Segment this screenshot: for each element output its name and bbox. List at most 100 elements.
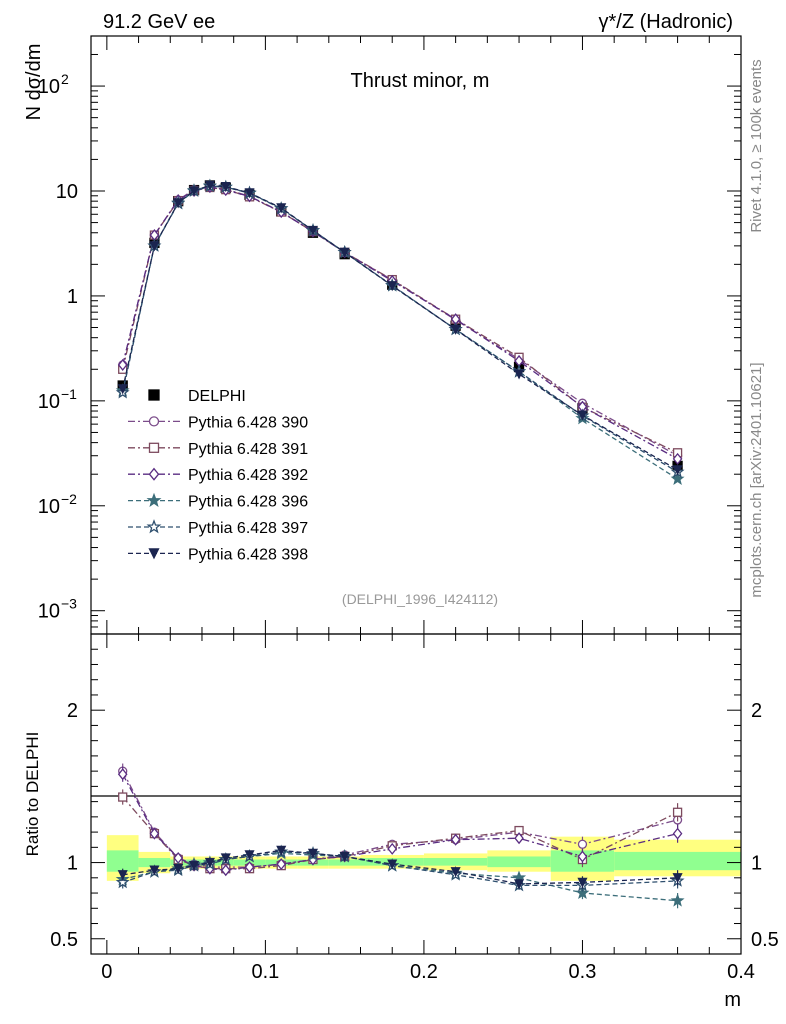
data-point [672,452,683,465]
data-point [387,281,398,292]
ratio-y-axis-label: Ratio to DELPHI [23,732,42,857]
data-point [577,410,588,421]
rivet-version-label: Rivet 4.1.0, ≥ 100k events [748,59,765,232]
x-axis-label: m [724,989,741,1011]
ratio-point [307,848,319,859]
ratio-point [670,893,685,907]
ratio-point [276,845,287,856]
legend-marker [148,548,160,560]
main-y-axis-label: N dσ/dm [23,44,45,121]
ratio-point [672,827,683,840]
ratio-point [577,850,588,863]
legend-label: Pythia 6.428 392 [188,467,308,484]
ratio-point [117,768,128,781]
x-tick-label: 0.4 [727,961,755,983]
ratio-point [387,859,398,870]
ratio-point [188,860,200,872]
x-tick-label: 0.1 [251,961,279,983]
series-line [122,186,678,454]
main-y-tick-label: 10 [38,391,60,413]
ratio-y-tick-label-right: 2 [751,700,762,722]
ratio-point [173,864,184,875]
ratio-series [115,763,685,909]
main-y-tick-exponent: −2 [61,491,77,507]
data-point [173,198,184,209]
data-point [339,247,350,258]
legend-marker [148,442,160,453]
ratio-y-tick-label: 0.5 [50,929,78,951]
main-y-tick-exponent: 2 [61,71,69,87]
data-point [276,203,287,214]
main-series [115,178,685,486]
main-y-tick-label: 10 [38,496,60,518]
legend-marker [148,467,160,481]
ratio-point [149,865,160,876]
x-tick-label: 0.2 [410,961,438,983]
legend-label: Pythia 6.428 390 [188,414,308,431]
ratio-point [672,807,683,817]
main-frame [90,35,742,635]
ratio-ticks: 0.5 0.5 1 1 2 2 0 0.1 0.2 0.3 0.4 [50,634,779,983]
ratio-point [117,870,128,881]
main-y-tick-label: 1 [67,286,78,308]
uncertainty-band-green [106,850,139,872]
legend-label: Pythia 6.428 397 [188,520,308,537]
ratio-point [149,827,160,840]
ratio-point [339,851,350,862]
ratio-y-tick-label: 2 [67,700,78,722]
ratio-point [575,885,590,899]
uncertainty-band-green [328,859,361,866]
ratio-point [244,850,255,861]
main-y-tick-label: 10 [38,601,60,623]
ratio-point [577,877,588,888]
legend-marker [148,416,160,427]
legend-marker [148,389,160,401]
ratio-series-pythia-6-428-398 [117,845,683,890]
legend-label: DELPHI [188,388,246,405]
ratio-y-tick-label-right: 1 [751,853,762,875]
uncertainty-band-green [138,858,171,868]
data-point [307,225,319,236]
series-pythia-6-428-398 [117,180,683,476]
ratio-point [115,875,130,889]
x-tick-label: 0 [101,961,112,983]
data-point [220,182,231,193]
legend-label: Pythia 6.428 396 [188,494,308,511]
header-right-label: γ*/Z (Hadronic) [599,11,733,33]
ratio-point [450,833,461,846]
data-point [672,465,683,476]
ratio-point [577,839,588,849]
ratio-point [220,853,231,864]
legend-label: Pythia 6.428 398 [188,546,308,563]
analysis-tag: (DELPHI_1996_I424112) [342,591,498,607]
data-point [450,324,461,335]
ratio-point [204,857,215,869]
main-y-tick-exponent: −1 [61,386,77,402]
ratio-point [220,864,231,877]
uncertainty-band-green [614,851,741,871]
ratio-point [118,792,128,802]
legend: DELPHI Pythia 6.428 390 Pythia 6.428 391 Py… [128,388,308,563]
data-point [117,384,128,395]
data-point [117,358,128,371]
legend-marker [146,492,162,508]
ratio-point [276,858,287,871]
series-pythia-6-428-397 [115,178,685,478]
data-point [513,369,525,380]
header-left-label: 91.2 GeV ee [103,11,215,33]
data-point [149,241,160,252]
data-point [244,188,255,199]
series-line [122,185,678,480]
data-point [204,180,215,191]
plot-title: Thrust minor, m [351,70,490,92]
data-point [188,186,200,197]
legend-marker [146,519,162,534]
uncertainty-band-green [487,856,551,868]
ratio-y-tick-label: 1 [67,853,78,875]
ratio-point [672,873,683,884]
uncertainty-band-green [423,858,488,866]
ratio-point [244,861,255,874]
